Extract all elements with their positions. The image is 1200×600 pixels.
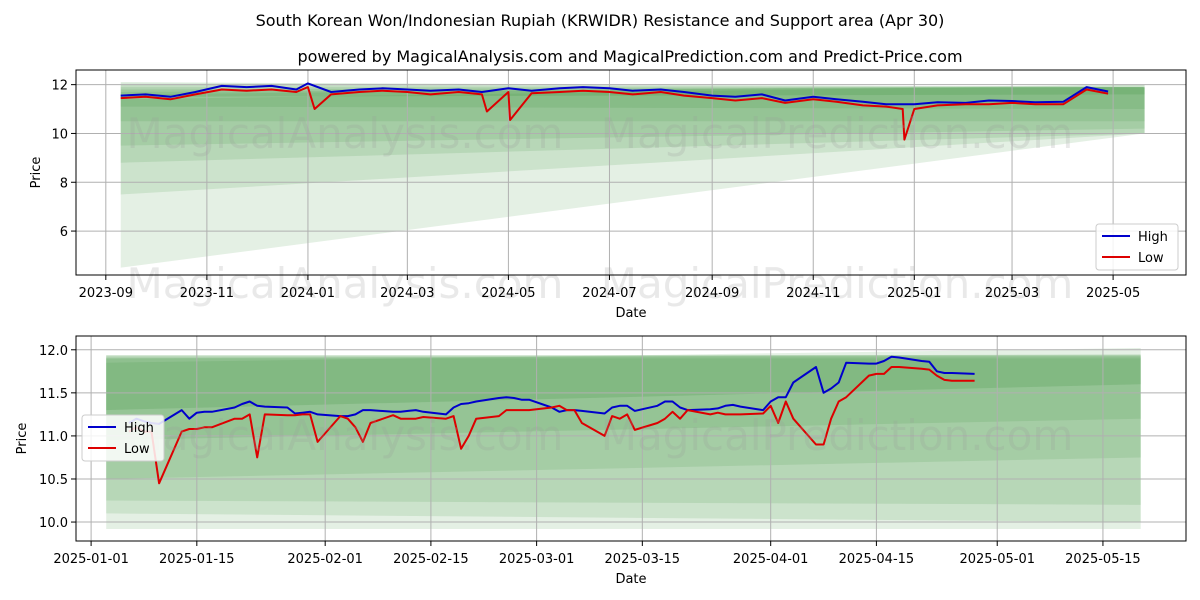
chart-subtitle: powered by MagicalAnalysis.com and Magic…	[297, 47, 962, 66]
watermark: MagicalAnalysis.com	[127, 411, 564, 460]
watermark: MagicalAnalysis.com	[127, 259, 564, 308]
x-tick-label: 2024-07	[582, 286, 636, 301]
x-tick-label: 2025-01-15	[159, 552, 235, 567]
x-tick-label: 2025-04-15	[839, 552, 915, 567]
plot-area	[76, 336, 1186, 541]
series-line-low	[128, 366, 975, 485]
x-tick-label: 2024-01	[281, 286, 335, 301]
bottom-chart-panel: MagicalAnalysis.com MagicalPrediction.com…	[15, 335, 1187, 587]
x-tick-label: 2024-03	[380, 286, 434, 301]
y-tick-label: 8	[60, 176, 68, 191]
legend-label-low: Low	[1138, 251, 1164, 266]
band-area	[120, 87, 1145, 122]
legend: High Low	[1095, 223, 1179, 271]
x-tick-label: 2025-01-01	[53, 552, 129, 567]
x-tick-label: 2024-09	[685, 286, 739, 301]
x-tick-label: 2024-11	[786, 286, 840, 301]
axes-frame	[75, 335, 1187, 542]
x-tick-label: 2025-03-15	[605, 552, 681, 567]
x-tick-label: 2025-05	[1086, 286, 1140, 301]
watermark: MagicalPrediction.com	[601, 411, 1074, 460]
x-tick-label: 2025-03-01	[499, 552, 575, 567]
x-tick-label: 2025-02-15	[393, 552, 469, 567]
y-tick-label: 10	[51, 127, 68, 142]
band-area	[106, 358, 1141, 505]
x-tick-label: 2023-11	[180, 286, 234, 301]
band-area	[106, 356, 1141, 479]
y-tick-label: 12	[51, 79, 68, 94]
y-tick-label: 6	[60, 225, 68, 240]
chart-title: South Korean Won/Indonesian Rupiah (KRWI…	[256, 11, 945, 30]
x-axis-label: Date	[615, 572, 646, 587]
x-tick-label: 2023-09	[79, 286, 133, 301]
x-axis-label: Date	[615, 306, 646, 321]
x-tick-label: 2025-05-15	[1065, 552, 1141, 567]
watermark: MagicalPrediction.com	[601, 259, 1074, 308]
band-area	[106, 354, 1141, 411]
watermark: MagicalPrediction.com	[601, 109, 1074, 158]
plot-area	[76, 70, 1186, 275]
band-area	[106, 354, 1141, 523]
watermark: MagicalAnalysis.com	[127, 109, 564, 158]
band-area	[120, 87, 1145, 146]
top-chart-panel: MagicalAnalysis.com MagicalPrediction.com…	[29, 69, 1187, 321]
x-tick-label: 2025-04-01	[733, 552, 809, 567]
y-tick-label: 11.0	[39, 430, 68, 445]
legend-label-high: High	[1138, 230, 1168, 245]
axes-frame	[75, 69, 1187, 276]
y-tick-label: 10.0	[39, 516, 68, 531]
x-tick-label: 2025-03	[985, 286, 1039, 301]
x-tick-label: 2024-05	[481, 286, 535, 301]
band-area	[120, 84, 1145, 268]
band-area	[120, 84, 1145, 195]
band-area	[120, 82, 1145, 97]
legend-label-high: High	[124, 421, 154, 436]
y-axis-label: Price	[15, 423, 30, 455]
x-tick-label: 2025-05-01	[959, 552, 1035, 567]
y-tick-label: 10.5	[39, 473, 68, 488]
y-tick-label: 11.5	[39, 387, 68, 402]
x-tick-label: 2025-01	[887, 286, 941, 301]
band-area	[106, 355, 1141, 441]
y-tick-label: 12.0	[39, 344, 68, 359]
series-line-high	[120, 82, 1109, 106]
series-line-low	[120, 86, 1109, 141]
legend-label-low: Low	[124, 442, 150, 457]
legend: High Low	[81, 414, 165, 462]
x-tick-label: 2025-02-01	[287, 552, 363, 567]
y-axis-label: Price	[29, 157, 44, 189]
